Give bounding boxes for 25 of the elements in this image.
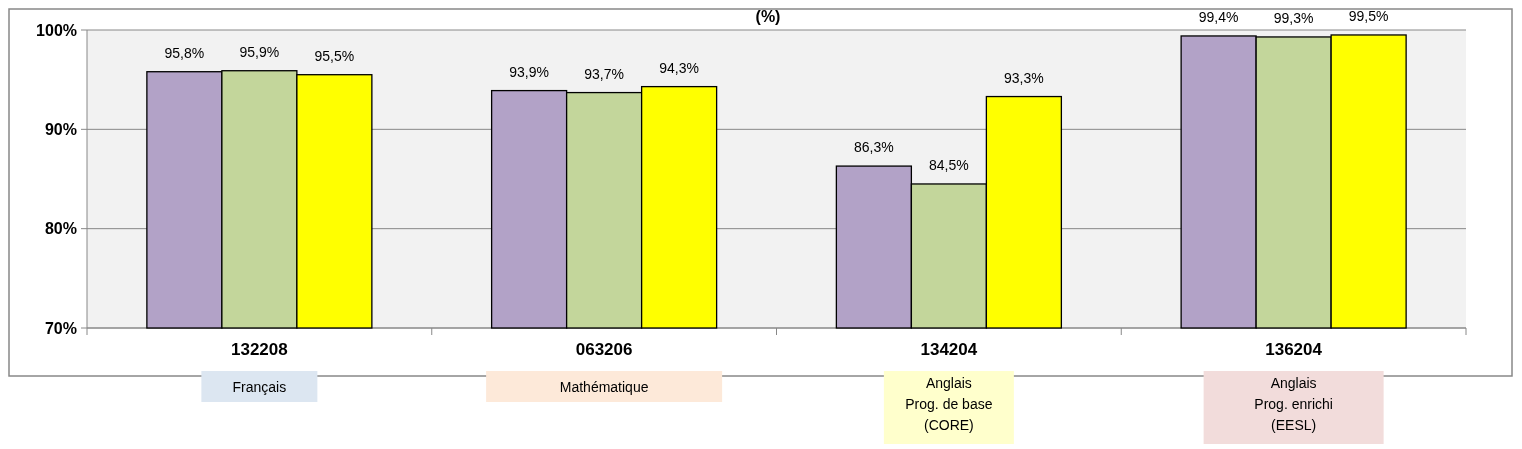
data-label: 84,5% [929,156,969,173]
data-label: 99,4% [1198,8,1239,25]
text: Mathématique [559,379,649,395]
data-label: 95,5% [314,47,355,64]
data-label: 93,9% [509,63,549,80]
y-tick-label: 100% [36,21,77,39]
data-label: 99,5% [1348,7,1389,24]
text: Français [232,379,287,395]
x-tick-label: 136204 [1265,340,1323,359]
data-label: 93,3% [1004,69,1044,86]
data-label: 95,8% [164,44,205,61]
x-tick-label: 132208 [231,340,288,359]
x-tick-label: 134204 [920,340,978,359]
chart-title: (%) [755,8,781,25]
text: Anglais Prog. enrichi (EESL) [1254,375,1333,433]
y-tick-label: 90% [44,120,77,138]
text: Anglais Prog. de base (CORE) [905,375,993,433]
y-tick-label: 70% [44,319,77,337]
data-label: 95,9% [239,43,280,60]
data-label: 86,3% [854,139,894,156]
data-label: 94,3% [659,59,699,76]
data-label: 93,7% [584,65,624,82]
x-tick-label: 063206 [575,340,633,359]
data-label: 99,3% [1273,9,1314,26]
y-tick-label: 80% [44,220,77,238]
